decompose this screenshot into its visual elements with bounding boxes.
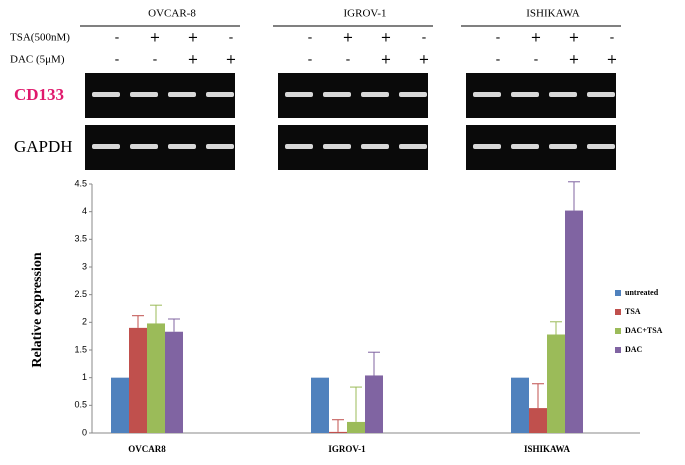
treatment-sign: + (569, 53, 580, 68)
y-tick-label: 3 (82, 261, 87, 271)
treatment-sign: + (419, 53, 430, 68)
treatment-sign: - (308, 31, 313, 46)
gel-band (206, 92, 234, 97)
gel-band (206, 144, 234, 149)
y-tick-label: 0 (82, 427, 87, 437)
gel-band (473, 92, 501, 97)
gel-band (511, 92, 539, 97)
bar (511, 377, 529, 433)
gel-band (549, 144, 577, 149)
treatment-label: TSA(500nM) (10, 32, 70, 44)
treatment-sign: - (496, 31, 501, 46)
bar (147, 323, 165, 433)
treatment-sign: - (115, 31, 120, 46)
treatment-sign: + (381, 31, 392, 46)
gel-band (361, 144, 389, 149)
treatment-sign: - (229, 31, 234, 46)
gel-band (399, 92, 427, 97)
legend-swatch (615, 290, 621, 296)
gel-band (130, 92, 158, 97)
gel-band (168, 92, 196, 97)
bar (547, 334, 565, 433)
gel-band (285, 92, 313, 97)
x-tick-label: OVCAR8 (128, 444, 166, 454)
gel-band (323, 144, 351, 149)
treatment-sign: - (308, 53, 313, 68)
legend-swatch (615, 347, 621, 353)
x-tick-label: ISHIKAWA (524, 444, 571, 454)
gel-band (361, 92, 389, 97)
gel-band (587, 92, 615, 97)
gel-band (168, 144, 196, 149)
treatment-sign: + (381, 53, 392, 68)
band-label: CD133 (14, 85, 64, 104)
gel-band (323, 92, 351, 97)
y-tick-label: 3.5 (74, 234, 87, 244)
y-tick-label: 1 (82, 372, 87, 382)
bar (329, 431, 347, 433)
legend-label: DAC+TSA (625, 326, 663, 335)
y-tick-label: 2.5 (74, 289, 87, 299)
gel-band (587, 144, 615, 149)
y-tick-label: 4.5 (74, 178, 87, 188)
treatment-sign: + (343, 31, 354, 46)
bar (311, 377, 329, 433)
treatment-sign: - (153, 53, 158, 68)
bar (365, 375, 383, 433)
group-title: IGROV-1 (344, 8, 387, 20)
treatment-label: DAC (5μM) (10, 54, 65, 66)
y-tick-label: 0.5 (74, 400, 87, 410)
treatment-sign: - (496, 53, 501, 68)
gel-band (473, 144, 501, 149)
group-title: OVCAR-8 (148, 8, 196, 20)
treatment-sign: - (610, 31, 615, 46)
gel-band (130, 144, 158, 149)
treatment-sign: + (188, 53, 199, 68)
legend-label: TSA (625, 307, 641, 316)
gel-band (285, 144, 313, 149)
treatment-sign: + (226, 53, 237, 68)
gel-band (92, 92, 120, 97)
y-tick-label: 2 (82, 317, 87, 327)
gel-band (399, 144, 427, 149)
gel-band (92, 144, 120, 149)
treatment-sign: + (531, 31, 542, 46)
band-label: GAPDH (14, 137, 73, 156)
bar (529, 408, 547, 433)
group-title: ISHIKAWA (526, 8, 580, 20)
treatment-sign: - (534, 53, 539, 68)
treatment-sign: + (607, 53, 618, 68)
treatment-sign: - (115, 53, 120, 68)
treatment-sign: + (150, 31, 161, 46)
bar (129, 327, 147, 433)
gel-band (511, 144, 539, 149)
gel-band (549, 92, 577, 97)
legend-label: untreated (625, 288, 659, 297)
x-tick-label: IGROV-1 (328, 444, 366, 454)
bar (111, 377, 129, 433)
treatment-sign: + (569, 31, 580, 46)
legend-swatch (615, 309, 621, 315)
legend-swatch (615, 328, 621, 334)
legend-label: DAC (625, 345, 643, 354)
bar (565, 210, 583, 433)
treatment-sign: - (346, 53, 351, 68)
y-tick-label: 1.5 (74, 344, 87, 354)
y-axis-label: Relative expression (30, 252, 45, 367)
bar (165, 331, 183, 433)
treatment-sign: - (422, 31, 427, 46)
y-tick-label: 4 (82, 206, 87, 216)
bar (347, 421, 365, 433)
treatment-sign: + (188, 31, 199, 46)
